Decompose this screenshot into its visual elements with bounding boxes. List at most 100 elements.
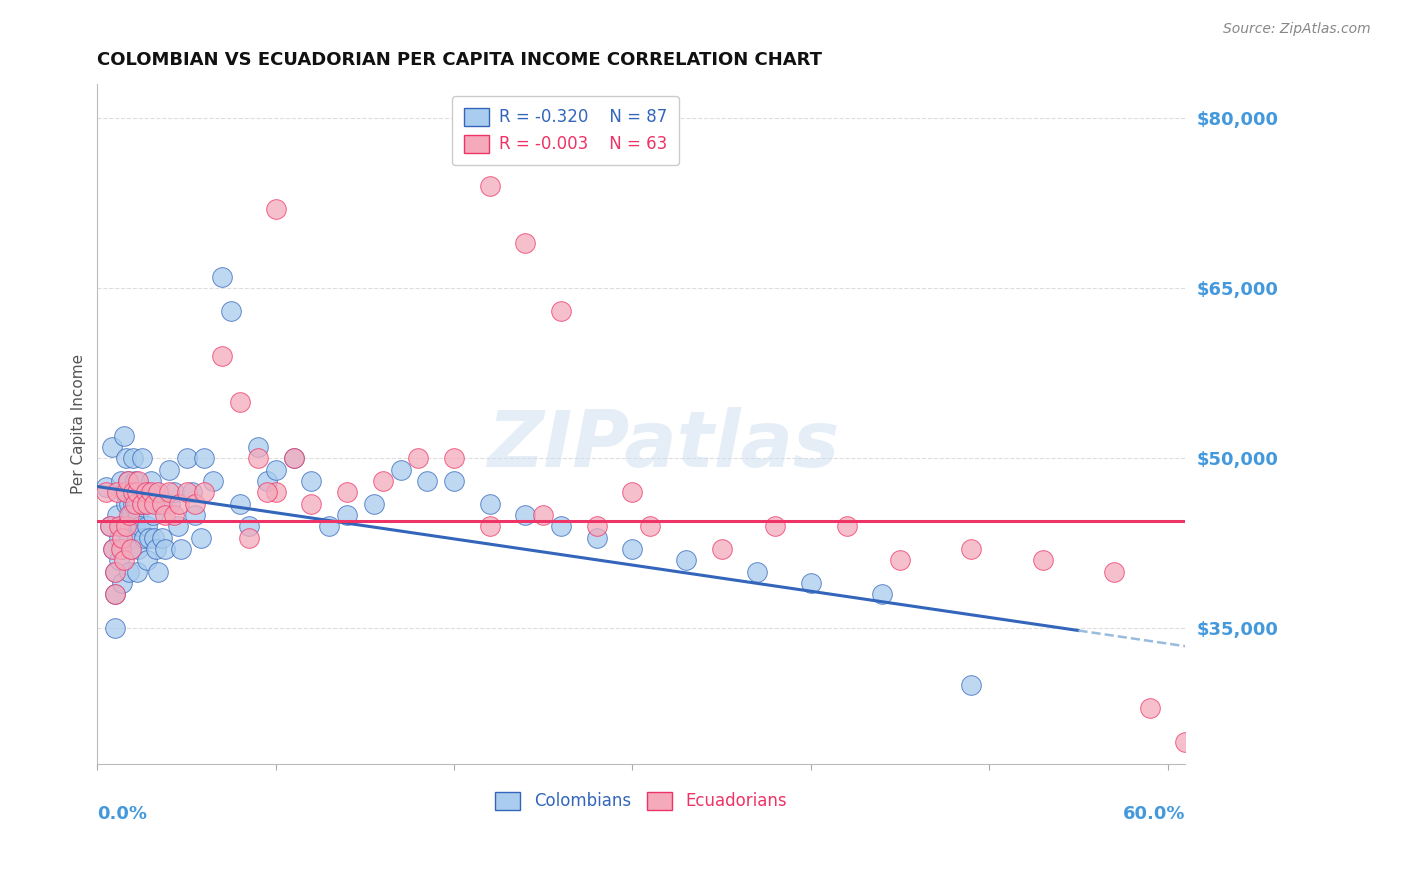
Point [124,519,146,533]
Point [238,531,260,545]
Point [256,485,278,500]
Point [229,497,252,511]
Point [531,508,554,522]
Point [170,541,193,556]
Point [585,519,607,533]
Point [835,519,858,533]
Point [640,519,662,533]
Point [1174,734,1197,748]
Point [763,519,786,533]
Point [103,541,125,556]
Point [675,553,697,567]
Point [443,474,465,488]
Point [105,485,128,500]
Text: Source: ZipAtlas.com: Source: ZipAtlas.com [1223,22,1371,37]
Point [478,179,501,194]
Point [256,474,278,488]
Point [336,485,359,500]
Point [134,485,156,500]
Point [960,541,983,556]
Point [960,678,983,692]
Point [132,531,155,545]
Point [118,497,141,511]
Point [264,485,287,500]
Point [138,531,160,545]
Point [145,541,167,556]
Point [336,508,359,522]
Point [478,519,501,533]
Point [104,587,127,601]
Point [112,553,135,567]
Point [146,485,169,500]
Point [118,531,141,545]
Point [122,485,145,500]
Point [371,474,394,488]
Y-axis label: Per Capita Income: Per Capita Income [72,354,86,494]
Point [176,485,198,500]
Point [149,497,172,511]
Point [100,440,122,454]
Point [202,474,225,488]
Point [515,508,537,522]
Point [246,440,269,454]
Point [478,497,501,511]
Point [219,303,242,318]
Point [115,485,138,500]
Point [111,531,134,545]
Point [127,541,149,556]
Point [157,462,180,476]
Point [111,575,134,590]
Point [136,553,159,567]
Point [96,479,118,493]
Point [550,519,572,533]
Point [115,519,138,533]
Point [389,462,412,476]
Point [129,519,152,533]
Point [125,485,148,500]
Point [115,497,138,511]
Point [153,541,176,556]
Point [416,474,439,488]
Point [190,531,212,545]
Text: ZIPatlas: ZIPatlas [486,407,839,483]
Point [299,497,322,511]
Point [184,497,207,511]
Point [103,541,125,556]
Point [124,474,146,488]
Point [264,462,287,476]
Point [176,451,198,466]
Point [107,553,129,567]
Point [159,497,181,511]
Point [104,565,127,579]
Point [143,497,166,511]
Point [193,451,215,466]
Point [408,451,430,466]
Point [104,565,127,579]
Point [98,519,121,533]
Point [125,497,148,511]
Point [169,497,191,511]
Legend: Colombians, Ecuadorians: Colombians, Ecuadorians [489,785,794,817]
Point [125,531,148,545]
Point [120,541,142,556]
Point [163,508,186,522]
Point [131,451,153,466]
Point [585,531,607,545]
Point [139,474,162,488]
Point [112,428,135,442]
Point [120,508,142,522]
Point [117,519,139,533]
Point [299,474,322,488]
Point [107,531,129,545]
Point [264,202,287,216]
Point [118,565,141,579]
Point [98,519,121,533]
Point [127,508,149,522]
Point [184,508,207,522]
Point [142,508,165,522]
Point [163,485,186,500]
Point [117,474,139,488]
Point [122,451,145,466]
Point [180,485,202,500]
Point [131,497,153,511]
